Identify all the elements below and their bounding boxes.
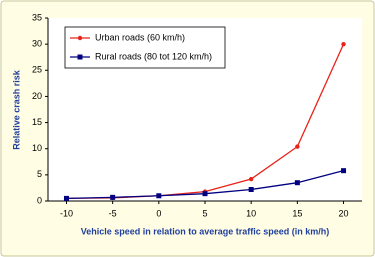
x-tick-label: 20 xyxy=(339,208,349,218)
y-tick-label: 20 xyxy=(32,91,42,101)
y-tick-label: 10 xyxy=(32,143,42,153)
x-tick-label: 5 xyxy=(202,208,207,218)
y-tick-label: 35 xyxy=(32,12,42,22)
x-tick-label: 10 xyxy=(246,208,256,218)
y-axis-title: Relative crash risk xyxy=(11,69,21,150)
x-tick-label: -10 xyxy=(60,208,73,218)
y-tick-label: 0 xyxy=(37,195,42,205)
legend-marker xyxy=(77,54,83,60)
marker xyxy=(294,180,300,186)
y-tick-label: 15 xyxy=(32,117,42,127)
marker xyxy=(341,168,347,174)
legend-label: Rural roads (80 tot 120 km/h) xyxy=(95,51,212,61)
marker xyxy=(248,176,254,182)
marker xyxy=(248,186,254,192)
legend-marker xyxy=(77,35,83,41)
y-tick-label: 30 xyxy=(32,39,42,49)
marker xyxy=(295,144,300,149)
x-axis-title: Vehicle speed in relation to average tra… xyxy=(81,226,330,236)
legend-label: Urban roads (60 km/h) xyxy=(95,32,185,42)
marker xyxy=(341,41,346,47)
marker xyxy=(156,193,162,199)
marker xyxy=(202,191,208,197)
marker xyxy=(110,194,116,200)
x-tick-label: 15 xyxy=(292,208,302,218)
legend-box xyxy=(64,26,226,69)
x-tick-label: -5 xyxy=(109,208,117,218)
y-tick-label: 25 xyxy=(32,65,42,75)
x-tick-label: 0 xyxy=(156,208,161,218)
marker xyxy=(63,195,69,201)
y-tick-label: 5 xyxy=(37,169,42,179)
